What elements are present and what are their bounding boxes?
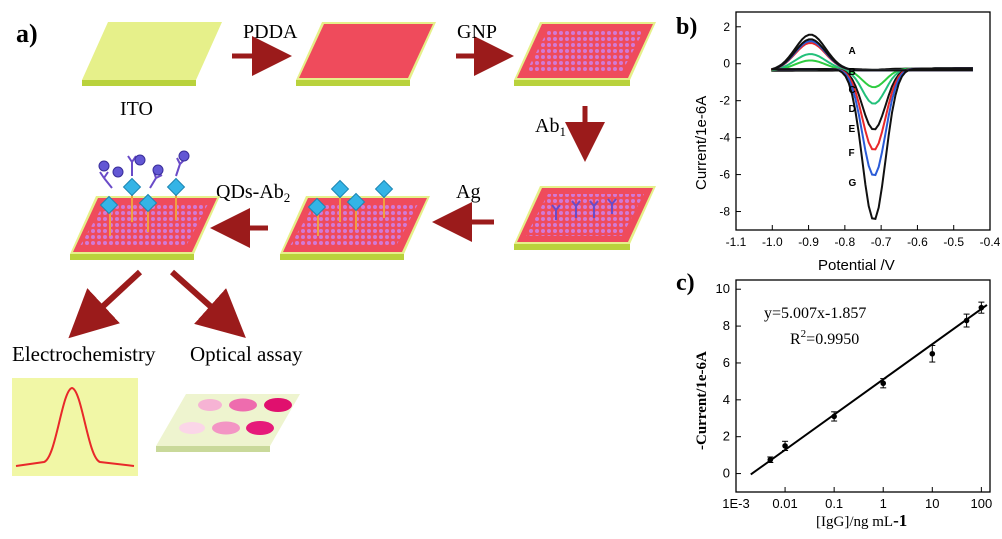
well <box>198 399 222 411</box>
ag-plate <box>280 179 430 260</box>
x-tick-label: -1.1 <box>726 235 747 249</box>
well <box>229 398 257 412</box>
y-tick-label: -8 <box>719 205 730 219</box>
fit-equation: y=5.007x-1.857 <box>764 305 866 322</box>
panel-b-label: b) <box>676 14 697 40</box>
gnp-plate <box>514 22 656 86</box>
electrochemistry-label: Electrochemistry <box>12 342 156 366</box>
x-tick-label: -0.6 <box>907 235 928 249</box>
plot-b-frame <box>735 11 991 231</box>
y-tick-label: 10 <box>716 281 730 296</box>
data-point <box>831 413 837 420</box>
optical-label: Optical assay <box>190 342 303 366</box>
cv-curve-d <box>771 33 973 131</box>
qds-ab2-label: QDs-Ab2 <box>216 181 290 205</box>
data-point <box>880 380 887 387</box>
panel-c: c) 1E-3 0.01 0.1 1 10 100 0 2 4 6 8 10 y=5.007x-1.8… <box>676 270 992 530</box>
sandwich-complexes <box>98 150 190 236</box>
plot-b-ylabel: Current/1e-6A <box>693 96 710 190</box>
curve-label-c: C <box>848 85 855 96</box>
well-plate <box>156 394 300 452</box>
y-tick-label: -6 <box>719 168 730 182</box>
panel-b: b) -1.1 -1.0 -0.9 -0.8 -0.7 -0.6 -0.5 -0.420-2-… <box>676 11 1001 274</box>
arrow-optical <box>170 269 246 338</box>
ab1-label: Ab1 <box>535 115 566 139</box>
plot-b-curves <box>771 33 973 221</box>
well <box>246 421 274 435</box>
x-tick-label: -1.0 <box>762 235 783 249</box>
y-tick-label: 2 <box>723 20 730 34</box>
curve-label-a: A <box>848 46 855 57</box>
y-tick-label: 8 <box>723 318 730 333</box>
sandwich-plate <box>70 150 220 260</box>
ag-label: Ag <box>456 181 480 203</box>
plot-b-ticks: -1.1 -1.0 -0.9 -0.8 -0.7 -0.6 -0.5 -0.4 2 0 -2 -4 -6… <box>719 20 1000 249</box>
plot-c-xlabel: [IgG]/ng mL-1 <box>816 511 907 530</box>
plot-c-ylabel: -Current/1e-6A <box>694 351 710 450</box>
y-tick-label: 0 <box>723 466 730 481</box>
data-point <box>782 443 788 449</box>
cv-curve-b <box>771 59 973 89</box>
x-tick-label: 0.1 <box>825 496 843 511</box>
panel-a-label: a) <box>16 19 38 48</box>
curve-label-e: E <box>848 124 855 135</box>
ito-plate <box>82 22 222 86</box>
fit-r2: R2=0.9950 <box>790 328 859 348</box>
plot-c-ticks: 1E-3 0.01 0.1 1 10 100 0 2 4 6 8 10 <box>716 281 993 511</box>
pdda-label: PDDA <box>243 21 298 43</box>
panel-c-label: c) <box>676 270 695 296</box>
y-tick-label: -2 <box>719 94 730 108</box>
curve-label-f: F <box>848 148 854 159</box>
plot-c-data <box>750 301 988 476</box>
y-tick-label: 2 <box>723 429 730 444</box>
x-tick-label: -0.4 <box>980 235 1001 249</box>
y-tick-label: 0 <box>723 57 730 71</box>
data-point <box>767 456 774 463</box>
curve-label-b: B <box>848 67 855 78</box>
antigen-complexes <box>307 179 394 236</box>
fit-line <box>750 304 988 476</box>
plot-c-frame <box>735 279 991 493</box>
curve-label-g: G <box>848 178 856 189</box>
y-tick-label: 4 <box>723 392 730 407</box>
panel-a: a) ITO PDDA GNP Ab1 <box>12 19 656 476</box>
x-tick-label: -0.9 <box>798 235 819 249</box>
well <box>179 422 205 434</box>
data-point <box>978 304 985 311</box>
x-tick-label: 10 <box>925 496 939 511</box>
x-tick-label: 1 <box>880 496 887 511</box>
x-tick-label: 100 <box>971 496 993 511</box>
well <box>212 421 240 435</box>
x-tick-label: -0.8 <box>835 235 856 249</box>
data-point <box>929 350 936 357</box>
peak-readout <box>12 378 138 476</box>
peak-curve <box>15 386 135 467</box>
arrow-electrochemistry <box>68 269 143 339</box>
ito-label: ITO <box>120 98 153 120</box>
capture-antibodies <box>551 198 617 220</box>
y-tick-label: 6 <box>723 355 730 370</box>
gnp-label: GNP <box>457 21 497 43</box>
data-point <box>963 317 970 324</box>
well <box>264 398 292 412</box>
x-tick-label: 1E-3 <box>722 496 749 511</box>
curve-label-d: D <box>848 104 855 115</box>
cv-curve-e <box>771 41 973 151</box>
plot-b-xlabel: Potential /V <box>818 257 895 274</box>
x-tick-label: -0.7 <box>871 235 892 249</box>
ab1-plate <box>514 186 656 250</box>
pdda-plate <box>296 22 436 86</box>
x-tick-label: 0.01 <box>772 496 797 511</box>
x-tick-label: -0.5 <box>943 235 964 249</box>
cv-curve-g <box>771 38 973 221</box>
y-tick-label: -4 <box>719 131 730 145</box>
